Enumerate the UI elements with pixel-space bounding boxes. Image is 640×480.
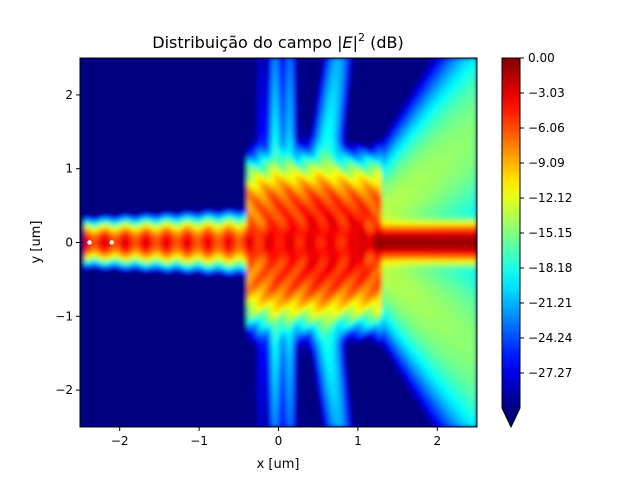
colorbar-tick-label: 0.00 <box>528 51 555 65</box>
chart-title: Distribuição do campo |E|2 (dB) <box>152 31 403 52</box>
x-axis-ticks: −2 −1 0 1 2 <box>111 427 441 448</box>
y-axis-ticks: −2 −1 0 1 2 <box>55 88 80 397</box>
colorbar-tick-label: −9.09 <box>528 156 565 170</box>
field-heatmap-image <box>80 58 477 427</box>
y-tick-label: −2 <box>55 383 73 397</box>
colorbar-tick-label: −24.24 <box>528 331 572 345</box>
y-tick-label: 0 <box>65 236 73 250</box>
y-axis-label: y [um] <box>29 221 44 264</box>
x-tick-label: 0 <box>275 434 283 448</box>
x-tick-label: 1 <box>354 434 362 448</box>
y-tick-label: 2 <box>65 88 73 102</box>
x-tick-label: −1 <box>190 434 208 448</box>
x-axis-label: x [um] <box>257 457 300 472</box>
y-tick-label: −1 <box>55 309 73 323</box>
colorbar-tick-label: −15.15 <box>528 226 572 240</box>
source-point-marker <box>109 240 114 245</box>
colorbar-bar <box>502 58 520 408</box>
colorbar-tick-label: −3.03 <box>528 86 565 100</box>
colorbar-ticks: 0.00 −3.03 −6.06 −9.09 −12.12 −15.15 −18.18 −21… <box>520 51 572 380</box>
y-tick-label: 1 <box>65 162 73 176</box>
colorbar: 0.00 −3.03 −6.06 −9.09 −12.12 −15.15 −18.18 −21… <box>501 51 572 429</box>
colorbar-outline <box>501 57 521 429</box>
colorbar-tick-label: −6.06 <box>528 121 565 135</box>
colorbar-tick-label: −12.12 <box>528 191 572 205</box>
colorbar-tick-label: −18.18 <box>528 261 572 275</box>
x-tick-label: 2 <box>433 434 441 448</box>
source-markers <box>87 240 114 245</box>
heatmap-plot <box>80 58 477 427</box>
colorbar-extend-triangle <box>502 408 520 427</box>
x-tick-label: −2 <box>111 434 129 448</box>
source-point-marker <box>87 240 92 245</box>
colorbar-tick-label: −21.21 <box>528 296 572 310</box>
colorbar-tick-label: −27.27 <box>528 366 572 380</box>
